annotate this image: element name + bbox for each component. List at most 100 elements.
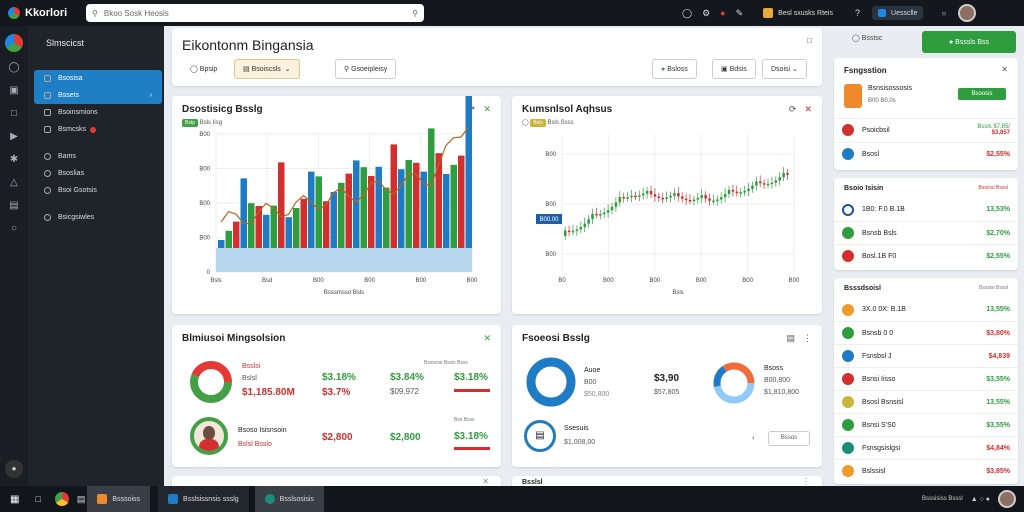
right-panel-3-row-1[interactable]: Bsnsb 0 0 $3,80% (834, 321, 1018, 344)
taskbar-avatar[interactable] (998, 490, 1016, 508)
refresh-icon[interactable]: ⟳ (788, 104, 797, 114)
task-1[interactable]: Bsssoiss (87, 486, 151, 512)
top-button[interactable]: Uessclle (872, 6, 924, 20)
nav-item-label: Bsoi Gsotsis (58, 187, 97, 194)
candle (642, 193, 645, 196)
header-btn-5[interactable]: ▣ Bdsis (712, 59, 756, 79)
header-btn-6[interactable]: Dsoisi ⌄ (762, 59, 807, 79)
right-panel-3-title: Bsssdsoisl (844, 285, 881, 292)
document-icon[interactable]: □ (10, 108, 18, 119)
user-avatar[interactable] (958, 4, 977, 22)
help-icon[interactable]: ? (855, 8, 861, 18)
panel4-button[interactable]: Bssos (768, 431, 810, 446)
minimize-icon[interactable]: ○ (941, 8, 947, 18)
header-btn-4[interactable]: ● Bsloss (652, 59, 697, 79)
share-icon[interactable]: ▶ (10, 131, 18, 142)
right-panel-2-row-1[interactable]: Bsnsb Bsls $2,70% (834, 221, 1018, 244)
right-panel-1-badge[interactable]: Bsoosis (958, 88, 1006, 100)
calendar-icon: ▤ (243, 66, 250, 73)
row-value: $2,55% (986, 252, 1010, 260)
folder-icon[interactable]: ▤ (76, 493, 86, 504)
row-label: 1B0: F.0 B.1B (862, 206, 905, 213)
right-panel-3-row-2[interactable]: Fsnsbsl J $4,839 (834, 344, 1018, 367)
nav-item-4[interactable]: Bams (34, 148, 164, 165)
home-logo-icon[interactable] (5, 34, 23, 52)
task-2-icon (168, 494, 179, 504)
bar (398, 169, 405, 248)
windows-start-icon[interactable]: ▦ (10, 493, 20, 505)
nav-item-5[interactable]: Bsoslias (34, 165, 164, 182)
chart2-svg[interactable]: B00.00 B00 B00 B00 B0 B00 B00 B00 B00 B00 Bsls (512, 96, 822, 314)
trend-line (220, 126, 469, 225)
right-btn-1[interactable]: ◯ Bsstsc (852, 34, 882, 42)
browser-icon[interactable] (54, 492, 69, 506)
right-panel-2-row-2[interactable]: Bosl.1B F0 $2,55% (834, 244, 1018, 267)
system-tray-time[interactable]: Bsssisiss Bsssl (922, 496, 963, 502)
notification-icon[interactable]: ● (720, 7, 726, 18)
nav-item-7[interactable]: Bsicgsiwles (34, 209, 164, 226)
candle (755, 181, 758, 186)
right-panel-3-row-4[interactable]: Bsosl Bsnsisl 13,55% (834, 390, 1018, 413)
search-input[interactable]: Bkoo Sosk Heosls (103, 8, 169, 18)
right-panel-3-row-5[interactable]: Bsnsi S'S0 $3,55% (834, 413, 1018, 436)
close-icon[interactable]: ✕ (482, 477, 489, 486)
right-panel-1-row-2[interactable]: Bsosl $2,55% (834, 142, 1018, 165)
task-2[interactable]: Bsslsissnsis ssslg (158, 486, 249, 512)
header-btn-1[interactable]: ◯ Bpsip (182, 59, 226, 79)
account-icon[interactable]: ● (5, 460, 23, 478)
shield-icon[interactable]: △ (10, 177, 18, 188)
search-bar[interactable]: ⚲ Bkoo Sosk Heosls ⚲ (86, 4, 424, 22)
top-folder-item[interactable]: Besl sxusks Rteis (763, 8, 833, 18)
search-submit-icon[interactable]: ⚲ (412, 8, 418, 18)
candle (626, 197, 629, 199)
task-view-icon[interactable]: □ (35, 494, 41, 504)
right-panel-3-row-6[interactable]: Fsnsgsislgsi $4,84% (834, 436, 1018, 459)
nav-item-label: Bams (58, 153, 76, 160)
more-icon[interactable]: ⋮ (802, 477, 810, 486)
right-panel-3-row-7[interactable]: Bslssisl $3,85% (834, 459, 1018, 482)
nav-item-0[interactable]: Bsosisa (34, 70, 162, 87)
briefcase-icon[interactable]: ▣ (9, 85, 19, 96)
network-icon[interactable]: ✱ (9, 154, 19, 165)
tray-icons[interactable]: ▲ ○ ● (970, 495, 990, 503)
close-icon[interactable]: ✕ (483, 104, 491, 114)
header-dropdown[interactable]: ▤ Bsoiscsls ⌄ (234, 59, 300, 79)
checkbox-icon (44, 126, 51, 133)
calendar-icon[interactable]: ▤ (9, 200, 19, 211)
bar (465, 96, 472, 249)
nav-item-6[interactable]: Bsoi Gsotsis (34, 182, 164, 199)
close-icon[interactable]: ✕ (1001, 65, 1008, 74)
right-panel-3-row-3[interactable]: Bsnsi Iisso $3,55% (834, 367, 1018, 390)
more-icon[interactable]: ⋮ (803, 333, 812, 343)
settings-icon[interactable]: ⚙ (702, 7, 711, 18)
bar (293, 208, 300, 248)
nav-item-3[interactable]: Bsmcsks (34, 121, 164, 138)
right-panel-3-row-0[interactable]: 3X.0 0X: B.1B 13,55% (834, 298, 1018, 321)
compass-icon[interactable]: ◯ (8, 62, 20, 73)
candlestick-chart-card: Kumsnlsol Aqhsus ⟳ ✕ ◯ Bsls Bsls Ssss B00… (512, 96, 822, 314)
close-icon[interactable]: ✕ (804, 104, 812, 114)
row-value: 13,53% (986, 206, 1010, 213)
row-icon (842, 227, 854, 239)
icon-sidebar: ◯ ▣ □ ▶ ✱ △ ▤ ○ ● (0, 26, 28, 486)
right-primary-button[interactable]: ● Bsssls Bss (922, 31, 1016, 53)
right-panel-2-row-0[interactable]: 1B0: F.0 B.1B 13,53% (834, 198, 1018, 221)
close-icon[interactable]: ✕ (483, 333, 491, 343)
nav-item-2[interactable]: Bsoinsmions (34, 104, 164, 121)
header-search-button[interactable]: ⚲ Gsoeipleisy (335, 59, 397, 79)
chevron-left-icon[interactable]: ‹ (752, 433, 755, 442)
chat-icon[interactable]: ○ (10, 223, 18, 234)
task-3[interactable]: Bsslsosisis (254, 486, 324, 512)
nav-item-1[interactable]: Bssets › (34, 87, 162, 104)
row-value: $3,55% (986, 421, 1010, 429)
clock-icon[interactable]: ◯ (682, 7, 693, 18)
app-logo[interactable]: Kkorlori (0, 7, 86, 19)
close-icon[interactable]: □ (807, 36, 812, 45)
shopping-bag-icon[interactable]: ▤ (786, 333, 795, 343)
row1-v5: $09,972 (390, 387, 419, 396)
candle (665, 197, 668, 199)
right-panel-1-row-1[interactable]: Psoicbsil Bssls $7,85/$3,857 (834, 118, 1018, 141)
row-label: Bsosl (862, 150, 880, 158)
edit-icon[interactable]: ✎ (735, 7, 744, 18)
